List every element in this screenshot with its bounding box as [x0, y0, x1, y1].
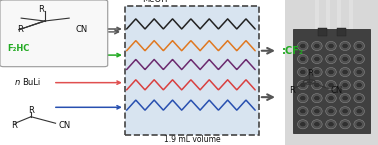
Ellipse shape — [340, 68, 350, 77]
Text: :CF₂: :CF₂ — [282, 46, 304, 56]
Ellipse shape — [297, 107, 308, 116]
Ellipse shape — [311, 107, 322, 116]
Ellipse shape — [354, 41, 364, 50]
FancyBboxPatch shape — [0, 0, 108, 67]
Ellipse shape — [314, 122, 320, 127]
Ellipse shape — [297, 120, 308, 129]
Bar — [125, 6, 259, 135]
Ellipse shape — [340, 107, 350, 116]
Ellipse shape — [340, 41, 350, 50]
Ellipse shape — [328, 83, 334, 88]
Ellipse shape — [356, 109, 363, 114]
Text: CHF₃: CHF₃ — [15, 51, 39, 60]
Ellipse shape — [354, 80, 364, 90]
Ellipse shape — [354, 54, 364, 64]
Ellipse shape — [356, 56, 363, 62]
Ellipse shape — [326, 68, 336, 77]
Ellipse shape — [297, 80, 308, 90]
Text: MeOH: MeOH — [142, 0, 167, 4]
Ellipse shape — [314, 69, 320, 75]
Ellipse shape — [314, 109, 320, 114]
Text: R: R — [289, 86, 295, 95]
Ellipse shape — [354, 94, 364, 103]
Text: n: n — [15, 78, 20, 87]
Ellipse shape — [342, 96, 348, 101]
Ellipse shape — [314, 96, 320, 101]
Text: R: R — [11, 121, 17, 130]
Ellipse shape — [340, 94, 350, 103]
Ellipse shape — [356, 122, 363, 127]
Ellipse shape — [300, 96, 306, 101]
Ellipse shape — [328, 122, 334, 127]
Ellipse shape — [342, 69, 348, 75]
Ellipse shape — [328, 96, 334, 101]
Bar — [285, 0, 378, 145]
Ellipse shape — [311, 41, 322, 50]
Ellipse shape — [297, 54, 308, 64]
Text: R: R — [17, 25, 23, 33]
Ellipse shape — [314, 83, 320, 88]
Ellipse shape — [326, 107, 336, 116]
Ellipse shape — [311, 54, 322, 64]
Ellipse shape — [342, 122, 348, 127]
Bar — [318, 28, 327, 36]
Ellipse shape — [328, 109, 334, 114]
Ellipse shape — [326, 54, 336, 64]
Ellipse shape — [326, 94, 336, 103]
Ellipse shape — [300, 56, 306, 62]
Ellipse shape — [300, 83, 306, 88]
Text: CN: CN — [59, 121, 71, 130]
Text: R: R — [307, 69, 313, 78]
Ellipse shape — [314, 43, 320, 49]
Text: R: R — [28, 106, 34, 115]
Ellipse shape — [311, 68, 322, 77]
Ellipse shape — [297, 41, 308, 50]
Ellipse shape — [326, 80, 336, 90]
Ellipse shape — [297, 94, 308, 103]
Ellipse shape — [342, 83, 348, 88]
Ellipse shape — [297, 68, 308, 77]
Ellipse shape — [342, 56, 348, 62]
Ellipse shape — [356, 69, 363, 75]
Bar — [336, 28, 345, 36]
Ellipse shape — [300, 109, 306, 114]
Ellipse shape — [326, 120, 336, 129]
Ellipse shape — [342, 43, 348, 49]
Ellipse shape — [356, 96, 363, 101]
Ellipse shape — [354, 120, 364, 129]
Ellipse shape — [300, 43, 306, 49]
Ellipse shape — [356, 43, 363, 49]
Ellipse shape — [311, 120, 322, 129]
Ellipse shape — [356, 83, 363, 88]
Ellipse shape — [354, 68, 364, 77]
Ellipse shape — [340, 120, 350, 129]
Ellipse shape — [342, 109, 348, 114]
Ellipse shape — [340, 54, 350, 64]
Ellipse shape — [328, 56, 334, 62]
Ellipse shape — [311, 94, 322, 103]
Text: CN: CN — [76, 25, 88, 33]
Text: CN: CN — [331, 86, 343, 95]
Text: F₂HC: F₂HC — [7, 44, 29, 53]
Text: BuLi: BuLi — [22, 78, 40, 87]
Ellipse shape — [354, 107, 364, 116]
Text: 1.9 mL volume: 1.9 mL volume — [164, 135, 220, 144]
Bar — [293, 29, 370, 133]
Ellipse shape — [300, 122, 306, 127]
Ellipse shape — [326, 41, 336, 50]
Ellipse shape — [311, 80, 322, 90]
Ellipse shape — [328, 43, 334, 49]
Text: R: R — [38, 5, 44, 14]
Ellipse shape — [328, 69, 334, 75]
Ellipse shape — [300, 69, 306, 75]
Ellipse shape — [314, 56, 320, 62]
Ellipse shape — [340, 80, 350, 90]
